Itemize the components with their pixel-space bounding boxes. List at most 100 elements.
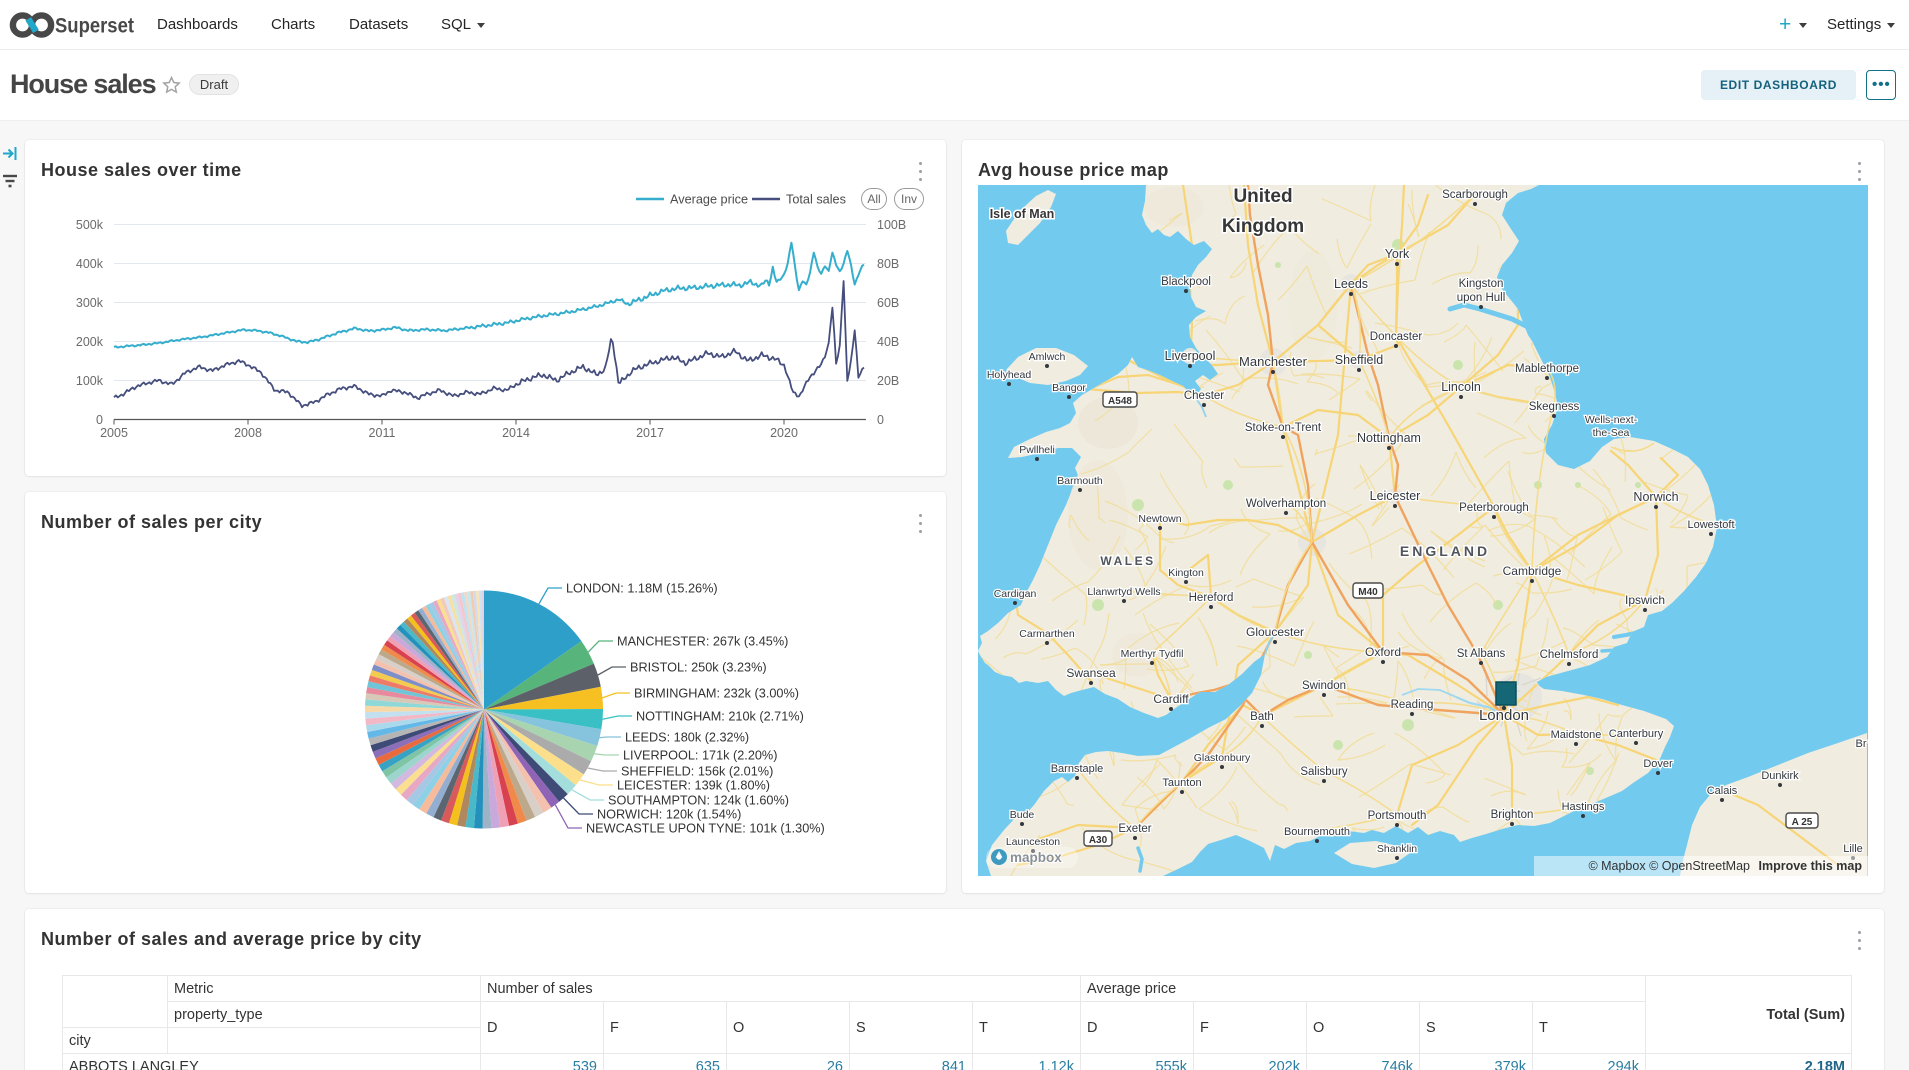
svg-text:Salisbury: Salisbury [1300, 766, 1348, 778]
svg-text:Bangor: Bangor [1052, 382, 1086, 394]
svg-text:NOTTINGHAM: 210k (2.71%): NOTTINGHAM: 210k (2.71%) [636, 710, 804, 724]
svg-text:Liverpool: Liverpool [1165, 349, 1216, 363]
svg-text:Lowestoft: Lowestoft [1687, 519, 1734, 531]
svg-text:100B: 100B [877, 218, 906, 232]
svg-text:BRISTOL: 250k (3.23%): BRISTOL: 250k (3.23%) [630, 661, 767, 675]
svg-text:WALES: WALES [1100, 554, 1155, 568]
svg-text:Isle of Man: Isle of Man [990, 207, 1055, 221]
svg-text:Newtown: Newtown [1138, 513, 1181, 525]
svg-text:Manchester: Manchester [1239, 354, 1308, 369]
svg-text:Bath: Bath [1250, 711, 1274, 723]
svg-text:Cardiff: Cardiff [1153, 692, 1189, 706]
svg-text:Wells-next-: Wells-next- [1585, 414, 1638, 426]
svg-text:2008: 2008 [234, 426, 262, 440]
svg-text:Br: Br [1856, 738, 1867, 750]
svg-text:Inv: Inv [901, 192, 917, 206]
svg-text:300k: 300k [76, 296, 104, 310]
svg-text:A548: A548 [1108, 396, 1132, 407]
svg-text:Swansea: Swansea [1066, 666, 1116, 680]
svg-text:Lincoln: Lincoln [1441, 380, 1481, 394]
svg-text:MANCHESTER: 267k (3.45%): MANCHESTER: 267k (3.45%) [617, 635, 788, 649]
svg-text:0: 0 [877, 413, 884, 427]
svg-text:Reading: Reading [1391, 699, 1434, 711]
svg-text:Bude: Bude [1010, 809, 1035, 821]
svg-text:Blackpool: Blackpool [1161, 276, 1211, 288]
svg-text:2011: 2011 [369, 426, 396, 440]
svg-text:Exeter: Exeter [1118, 823, 1151, 835]
svg-text:Dover: Dover [1643, 758, 1673, 770]
svg-text:Cardigan: Cardigan [994, 588, 1037, 600]
svg-text:Barnstaple: Barnstaple [1051, 763, 1104, 775]
svg-text:Nottingham: Nottingham [1357, 431, 1421, 445]
svg-text:Kington: Kington [1168, 567, 1204, 579]
svg-text:400k: 400k [76, 257, 104, 271]
svg-text:Amlwch: Amlwch [1029, 351, 1066, 363]
svg-text:Norwich: Norwich [1633, 490, 1678, 504]
svg-text:Oxford: Oxford [1365, 645, 1401, 659]
svg-text:LEEDS: 180k (2.32%): LEEDS: 180k (2.32%) [625, 731, 749, 745]
svg-text:Chelmsford: Chelmsford [1540, 649, 1599, 661]
svg-text:Carmarthen: Carmarthen [1019, 628, 1075, 640]
svg-text:80B: 80B [877, 257, 899, 271]
svg-text:York: York [1385, 247, 1410, 261]
svg-text:BIRMINGHAM: 232k (3.00%): BIRMINGHAM: 232k (3.00%) [634, 687, 799, 701]
svg-text:Calais: Calais [1707, 785, 1738, 797]
svg-text:Chester: Chester [1184, 390, 1224, 402]
svg-text:Pwllheli: Pwllheli [1019, 444, 1055, 456]
svg-text:2020: 2020 [770, 426, 798, 440]
svg-text:Holyhead: Holyhead [987, 369, 1032, 381]
svg-text:Skegness: Skegness [1529, 401, 1580, 413]
svg-text:Shanklin: Shanklin [1377, 843, 1417, 855]
svg-text:Improve this map: Improve this map [1759, 859, 1863, 873]
svg-text:Hastings: Hastings [1562, 801, 1605, 813]
svg-text:2005: 2005 [100, 426, 128, 440]
svg-text:2014: 2014 [502, 426, 530, 440]
svg-text:Average price: Average price [670, 193, 748, 207]
svg-text:Stoke-on-Trent: Stoke-on-Trent [1245, 422, 1322, 434]
svg-text:Kingdom: Kingdom [1222, 216, 1304, 237]
svg-text:Brighton: Brighton [1491, 809, 1534, 821]
svg-text:Sheffield: Sheffield [1335, 353, 1383, 367]
svg-text:Barmouth: Barmouth [1057, 475, 1103, 487]
svg-text:60B: 60B [877, 296, 899, 310]
svg-text:A30: A30 [1089, 835, 1108, 846]
svg-text:Total sales: Total sales [786, 193, 846, 207]
svg-text:upon Hull: upon Hull [1457, 292, 1506, 304]
svg-text:Hereford: Hereford [1189, 592, 1234, 604]
svg-text:Leicester: Leicester [1370, 489, 1421, 503]
svg-text:London: London [1479, 707, 1529, 724]
svg-text:Dunkirk: Dunkirk [1761, 770, 1799, 782]
svg-text:Gloucester: Gloucester [1246, 625, 1304, 639]
svg-text:© Mapbox © OpenStreetMap: © Mapbox © OpenStreetMap [1588, 859, 1750, 873]
svg-text:A 25: A 25 [1792, 817, 1813, 828]
svg-text:Bournemouth: Bournemouth [1284, 826, 1350, 838]
svg-text:Maidstone: Maidstone [1551, 729, 1602, 741]
svg-text:United: United [1233, 186, 1292, 207]
svg-text:Cambridge: Cambridge [1503, 564, 1562, 578]
svg-text:ENGLAND: ENGLAND [1400, 543, 1490, 559]
svg-text:Glastonbury: Glastonbury [1194, 752, 1251, 764]
svg-text:Mablethorpe: Mablethorpe [1515, 363, 1579, 375]
svg-text:Kingston: Kingston [1459, 278, 1504, 290]
svg-text:2017: 2017 [636, 426, 664, 440]
svg-text:Swindon: Swindon [1302, 680, 1346, 692]
svg-text:Wolverhampton: Wolverhampton [1246, 498, 1326, 510]
svg-text:Portsmouth: Portsmouth [1368, 810, 1427, 822]
svg-text:Taunton: Taunton [1162, 777, 1201, 789]
svg-text:NEWCASTLE UPON TYNE: 101k (1.3: NEWCASTLE UPON TYNE: 101k (1.30%) [586, 822, 825, 836]
svg-text:All: All [867, 192, 880, 206]
svg-text:St Albans: St Albans [1457, 648, 1506, 660]
svg-text:Merthyr Tydfil: Merthyr Tydfil [1121, 648, 1184, 660]
svg-text:the-Sea: the-Sea [1593, 427, 1630, 439]
svg-text:Doncaster: Doncaster [1370, 331, 1423, 343]
svg-text:0: 0 [96, 413, 103, 427]
svg-text:Llanwrtyd Wells: Llanwrtyd Wells [1087, 586, 1160, 598]
svg-text:LEICESTER: 139k (1.80%): LEICESTER: 139k (1.80%) [617, 779, 770, 793]
svg-text:40B: 40B [877, 335, 899, 349]
svg-text:Scarborough: Scarborough [1442, 189, 1508, 201]
svg-text:Leeds: Leeds [1334, 277, 1368, 291]
svg-text:SHEFFIELD: 156k (2.01%): SHEFFIELD: 156k (2.01%) [621, 765, 773, 779]
svg-text:M40: M40 [1358, 587, 1378, 598]
svg-text:LIVERPOOL: 171k (2.20%): LIVERPOOL: 171k (2.20%) [623, 749, 777, 763]
svg-text:20B: 20B [877, 374, 899, 388]
